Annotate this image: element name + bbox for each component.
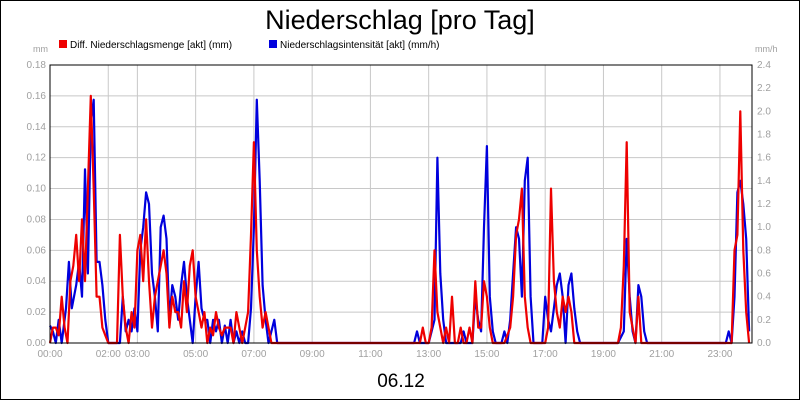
x-axis-ticks: 00:00 02:00 03:00 05:00 07:00 09:00 11:00 13:00…: [37, 349, 732, 360]
x-tick-label: 07:00: [241, 349, 266, 360]
legend-swatch-intensity: [269, 40, 277, 48]
x-tick-label: 05:00: [183, 349, 208, 360]
x-tick-label: 11:00: [358, 349, 383, 360]
right-axis-ticks: 0.0 0.2 0.4 0.6 0.8 1.0 1.2 1.4 1.6 1.8 2.0 2.2 2.4: [757, 60, 771, 349]
x-tick-label: 19:00: [591, 349, 616, 360]
right-tick-label: 1.8: [757, 130, 771, 141]
right-tick-label: 0.4: [757, 292, 771, 303]
left-tick-label: 0.04: [27, 276, 47, 287]
right-tick-label: 2.2: [757, 83, 771, 94]
x-tick-label: 23:00: [707, 349, 732, 360]
left-tick-label: 0.00: [27, 338, 47, 349]
right-tick-label: 0.0: [757, 338, 771, 349]
right-tick-label: 0.6: [757, 269, 771, 280]
right-tick-label: 1.6: [757, 153, 771, 164]
left-tick-label: 0.12: [27, 153, 47, 164]
chart-title: Niederschlag [pro Tag]: [265, 5, 535, 35]
x-tick-label: 00:00: [37, 349, 62, 360]
right-tick-label: 0.8: [757, 245, 771, 256]
right-tick-label: 1.4: [757, 176, 771, 187]
plot-area-border: [49, 64, 753, 344]
left-tick-label: 0.06: [27, 245, 47, 256]
left-axis-unit: mm: [33, 44, 48, 54]
left-tick-label: 0.18: [27, 60, 47, 71]
right-axis-unit: mm/h: [755, 44, 778, 54]
right-tick-label: 1.0: [757, 222, 771, 233]
x-tick-label: 17:00: [533, 349, 558, 360]
right-tick-label: 2.0: [757, 106, 771, 117]
x-tick-label: 09:00: [300, 349, 325, 360]
x-tick-label: 21:00: [649, 349, 674, 360]
date-label: 06.12: [377, 371, 425, 392]
legend-label-intensity: Niederschlagsintensität [akt] (mm/h): [280, 40, 440, 51]
left-tick-label: 0.14: [27, 122, 47, 133]
right-tick-label: 0.2: [757, 315, 771, 326]
legend-swatch-amount: [59, 40, 67, 48]
x-tick-label: 13:00: [416, 349, 441, 360]
left-tick-label: 0.08: [27, 214, 47, 225]
left-tick-label: 0.10: [27, 184, 47, 195]
x-tick-label: 02:00: [96, 349, 121, 360]
left-axis-ticks: 0.00 0.02 0.04 0.06 0.08 0.10 0.12 0.14 0.16 0.18: [27, 60, 47, 349]
legend-label-amount: Diff. Niederschlagsmenge [akt] (mm): [70, 40, 232, 51]
left-tick-label: 0.02: [27, 307, 47, 318]
x-tick-label: 15:00: [474, 349, 499, 360]
left-tick-label: 0.16: [27, 91, 47, 102]
right-tick-label: 2.4: [757, 60, 771, 71]
right-tick-label: 1.2: [757, 199, 771, 210]
x-tick-label: 03:00: [125, 349, 150, 360]
